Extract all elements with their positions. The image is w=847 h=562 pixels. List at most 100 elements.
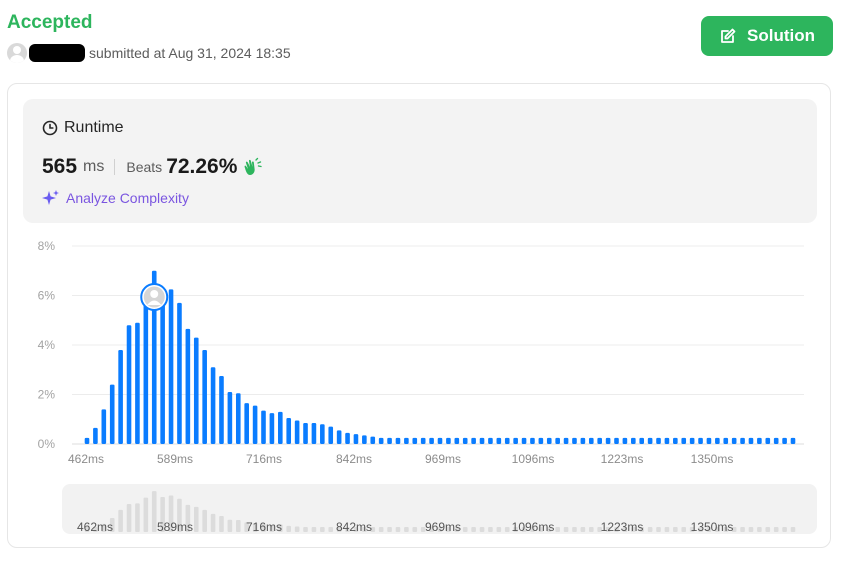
overview-bar	[219, 515, 224, 532]
bar[interactable]	[572, 437, 577, 444]
bar[interactable]	[538, 437, 544, 444]
bar[interactable]	[303, 422, 308, 444]
user-avatar[interactable]	[7, 43, 27, 63]
bar[interactable]	[345, 432, 350, 444]
bar[interactable]	[513, 437, 518, 444]
bar[interactable]	[622, 437, 628, 444]
bar[interactable]	[555, 437, 560, 444]
overview-bar	[84, 527, 90, 532]
bar[interactable]	[126, 325, 132, 444]
bar[interactable]	[715, 437, 720, 444]
bar[interactable]	[580, 437, 586, 444]
bar[interactable]	[790, 437, 796, 444]
bar[interactable]	[605, 437, 611, 444]
bar[interactable]	[546, 437, 552, 444]
bar[interactable]	[219, 375, 224, 444]
bar[interactable]	[471, 437, 476, 444]
bar[interactable]	[740, 437, 745, 444]
bar[interactable]	[235, 393, 241, 444]
bar[interactable]	[261, 410, 266, 444]
bar[interactable]	[647, 437, 653, 444]
bar[interactable]	[673, 437, 678, 444]
bar[interactable]	[404, 437, 409, 444]
bar[interactable]	[286, 418, 292, 444]
bar[interactable]	[101, 409, 107, 444]
x-tick-label: 589ms	[157, 452, 193, 466]
bar[interactable]	[160, 295, 165, 445]
overview-bar	[462, 527, 468, 532]
bar[interactable]	[135, 322, 140, 444]
bar[interactable]	[563, 437, 569, 444]
bar[interactable]	[530, 437, 535, 444]
bar[interactable]	[748, 437, 754, 444]
bar[interactable]	[294, 420, 300, 444]
bar[interactable]	[109, 384, 115, 444]
bar[interactable]	[689, 437, 695, 444]
bar[interactable]	[597, 437, 602, 444]
solution-button[interactable]: Solution	[701, 16, 833, 56]
bar[interactable]	[656, 437, 661, 444]
bar[interactable]	[177, 302, 182, 444]
bar[interactable]	[412, 437, 418, 444]
bar[interactable]	[588, 437, 594, 444]
bar[interactable]	[336, 430, 342, 444]
overview-bar	[278, 524, 283, 532]
bar[interactable]	[320, 424, 325, 444]
bar[interactable]	[479, 437, 485, 444]
bar[interactable]	[118, 349, 123, 444]
bar[interactable]	[269, 413, 275, 444]
bar[interactable]	[362, 435, 367, 444]
bar[interactable]	[504, 437, 510, 444]
bar[interactable]	[731, 437, 737, 444]
bar[interactable]	[420, 437, 426, 444]
bar[interactable]	[328, 426, 334, 444]
bar[interactable]	[496, 437, 502, 444]
bar[interactable]	[782, 437, 787, 444]
bar[interactable]	[84, 437, 90, 444]
bar[interactable]	[353, 434, 359, 444]
bar[interactable]	[168, 289, 174, 444]
bar[interactable]	[143, 297, 149, 444]
bar[interactable]	[202, 349, 207, 444]
bar[interactable]	[387, 437, 392, 444]
bar[interactable]	[93, 427, 98, 444]
bar[interactable]	[681, 437, 687, 444]
bar[interactable]	[614, 437, 619, 444]
bar[interactable]	[227, 392, 233, 444]
bar[interactable]	[773, 437, 779, 444]
bar[interactable]	[437, 437, 443, 444]
bar[interactable]	[639, 437, 645, 444]
bar[interactable]	[429, 437, 434, 444]
bar[interactable]	[210, 367, 216, 444]
bar[interactable]	[462, 437, 468, 444]
range-selector[interactable]	[62, 484, 817, 534]
bar[interactable]	[378, 437, 384, 444]
runtime-panel[interactable]: Runtime 565 ms Beats 72.26% Analyze Comp…	[23, 99, 817, 223]
bar[interactable]	[395, 437, 401, 444]
bar[interactable]	[370, 436, 376, 444]
bar[interactable]	[446, 437, 451, 444]
bar[interactable]	[723, 437, 729, 444]
bar[interactable]	[244, 403, 249, 444]
bar[interactable]	[311, 422, 317, 444]
overview-bar	[227, 519, 233, 532]
bar[interactable]	[706, 437, 712, 444]
bar[interactable]	[631, 437, 636, 444]
analyze-complexity-button[interactable]: Analyze Complexity	[42, 189, 189, 207]
overview-bar	[126, 504, 132, 532]
bar[interactable]	[488, 437, 493, 444]
bar[interactable]	[757, 437, 762, 444]
bar[interactable]	[765, 437, 771, 444]
bar[interactable]	[278, 411, 283, 444]
overview-bar	[235, 520, 241, 532]
x-tick-label: 716ms	[246, 452, 282, 466]
bar[interactable]	[521, 437, 527, 444]
bar[interactable]	[454, 437, 460, 444]
bar[interactable]	[185, 328, 191, 444]
bar[interactable]	[151, 270, 157, 444]
bar[interactable]	[664, 437, 670, 444]
bar[interactable]	[252, 405, 258, 444]
bar[interactable]	[698, 437, 703, 444]
bar[interactable]	[193, 337, 199, 444]
